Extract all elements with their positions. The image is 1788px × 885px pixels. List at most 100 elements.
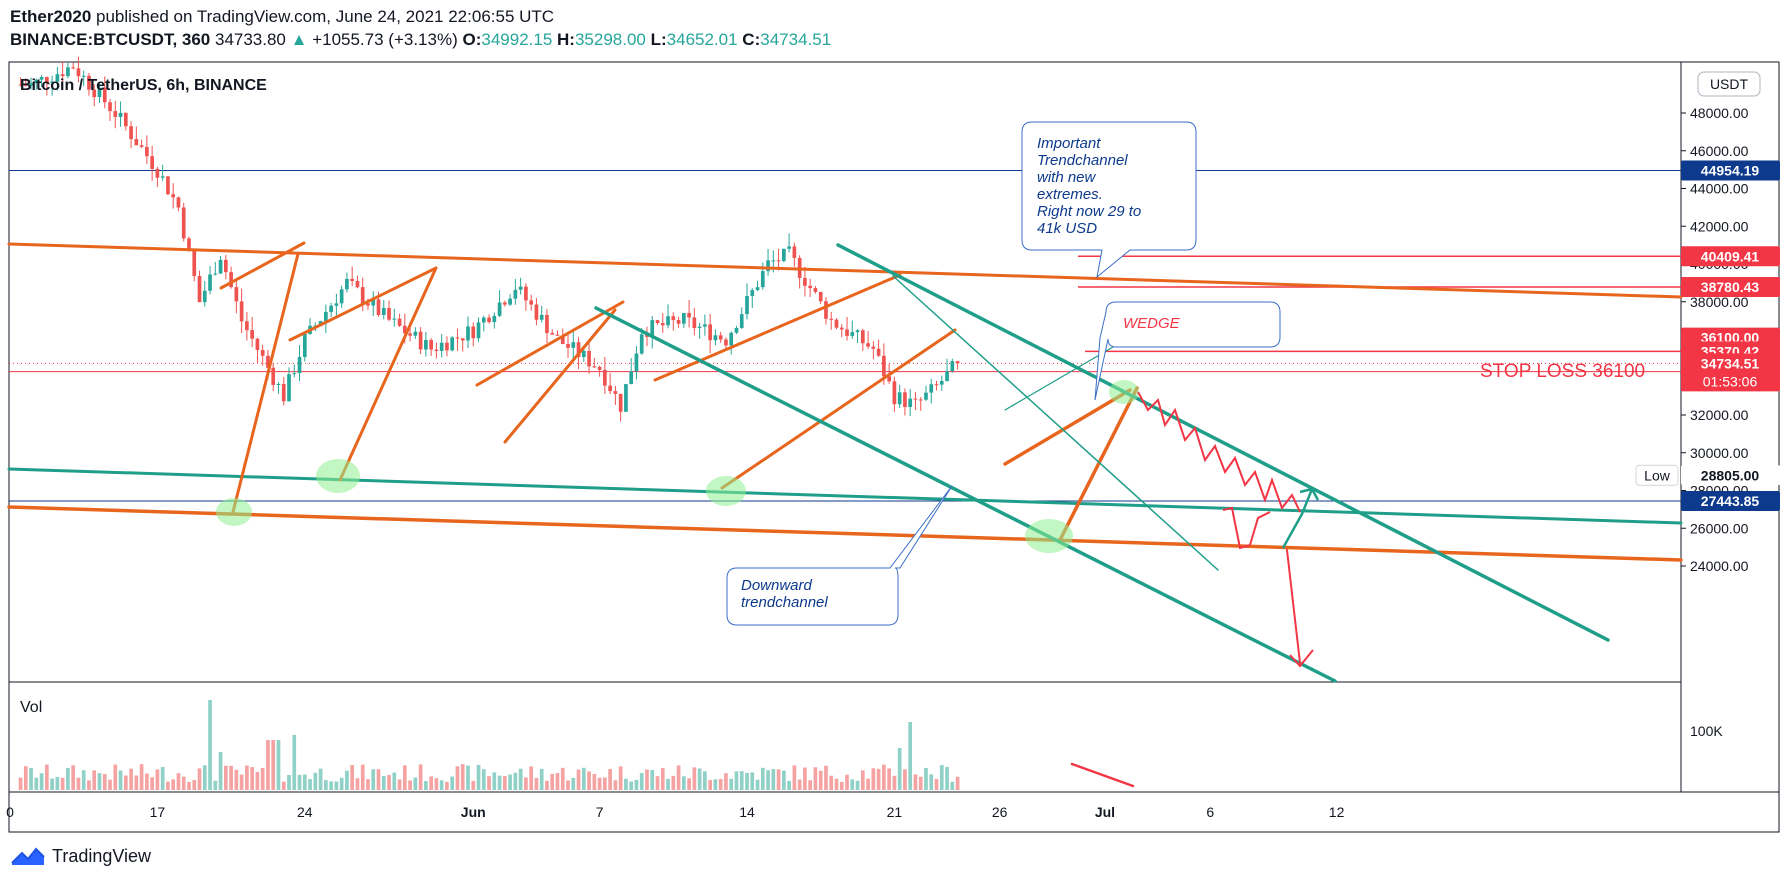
y-tick-label: 26000.00 (1690, 520, 1749, 536)
volume-bar (239, 774, 244, 790)
volume-bar (339, 777, 344, 790)
candle-body (345, 278, 349, 290)
volume-bar (676, 765, 681, 790)
pane-title: Bitcoin / TetherUS, 6h, BINANCE (20, 77, 267, 94)
candle-body (218, 259, 223, 274)
wedge-5-upper (1003, 388, 1132, 466)
x-tick-label: Jul (1095, 804, 1115, 820)
candle-body (376, 299, 381, 315)
volume-bar (171, 779, 176, 790)
volume-bar (371, 769, 376, 790)
y-tick-label: 30000.00 (1690, 445, 1749, 461)
volume-bar (624, 778, 628, 790)
candle-body (71, 67, 76, 69)
volume-bar (755, 779, 760, 790)
volume-bar (476, 764, 481, 790)
volume-bar (366, 779, 370, 790)
volume-bar (839, 781, 844, 790)
candle-body (681, 312, 686, 324)
low-value: 34652.01 (666, 30, 738, 49)
orange-upper-trendline (7, 242, 1683, 299)
candle-body (845, 329, 849, 336)
volume-bar (866, 778, 870, 790)
volume-bar (876, 768, 881, 790)
candle-body (87, 75, 91, 90)
volume-bar (113, 764, 118, 790)
volume-bar (660, 768, 665, 790)
candle-body (129, 126, 133, 140)
volume-bar (429, 776, 433, 790)
volume-bar (934, 778, 939, 790)
candle-body (34, 79, 39, 84)
candle-body (745, 295, 749, 315)
price-labels: 44954.1940409.4138780.4336100.0035370.42… (1635, 160, 1780, 511)
volume-bar (166, 781, 170, 790)
candle-body (187, 238, 191, 250)
candle-body (639, 334, 644, 354)
volume-bar (576, 769, 581, 790)
teal-support-trendline (7, 467, 1683, 525)
price-tag-text: 38780.43 (1701, 279, 1760, 295)
volume-bar (929, 774, 934, 790)
volume-bar (439, 780, 444, 790)
teal-channel-upper (836, 243, 1610, 642)
volume-bar (603, 777, 607, 790)
candle-body (755, 287, 760, 291)
volume-bar (176, 773, 181, 790)
candle-body (882, 355, 886, 377)
candle-body (855, 330, 860, 333)
volume-bar (871, 768, 876, 790)
volume-bar (134, 775, 139, 790)
published-text: published on TradingView.com, June 24, 2… (96, 7, 555, 26)
volume-bar (745, 772, 749, 790)
candle-body (860, 330, 865, 344)
red-forecast-zigzag (1137, 391, 1301, 513)
candle-body (324, 311, 328, 322)
candle-body (50, 81, 54, 84)
candle-body (381, 308, 386, 315)
teal-channel-lower (594, 306, 1337, 683)
volume-bar (460, 764, 465, 790)
callout-downward-text: trendchannel (741, 594, 828, 611)
volume-bar (245, 765, 249, 790)
volume-bar (829, 775, 834, 790)
candle-body (18, 84, 23, 86)
volume-bar (118, 770, 123, 790)
candle-body (445, 342, 449, 351)
volume-bar (350, 764, 355, 790)
author-name[interactable]: Ether2020 (10, 7, 92, 26)
x-tick-label: 12 (1329, 804, 1345, 820)
candle-body (929, 384, 934, 393)
candle-body (29, 83, 33, 86)
candle-body (176, 197, 181, 208)
volume-bar (855, 780, 860, 790)
candle-body (123, 112, 128, 127)
x-tick-label: Jun (461, 804, 486, 820)
time-axis[interactable]: 0 17 24 Jun 7 14 21 26 Jul 6 12 (6, 804, 1344, 820)
currency-button[interactable]: USDT (1697, 71, 1761, 97)
volume-bar (102, 774, 107, 790)
volume-bar (202, 765, 207, 790)
candle-body (339, 289, 344, 304)
candle-body (208, 274, 212, 291)
volume-bars (18, 700, 960, 790)
volume-bar (545, 780, 549, 790)
candle-body (934, 384, 939, 386)
symbol-line: BINANCE:BTCUSDT, 360 (10, 30, 211, 49)
footer-brand[interactable]: TradingView (52, 845, 152, 866)
volume-bar (302, 774, 307, 790)
wedge-3-upper (475, 300, 625, 387)
candle-body (839, 327, 844, 330)
volume-bar (445, 781, 449, 790)
volume-bar (792, 765, 797, 790)
highlight-circle (316, 459, 360, 493)
change-text: +1055.73 (+3.13%) (312, 30, 458, 49)
x-tick-label: 0 (6, 804, 14, 820)
callout-trendchannel-text: 41k USD (1037, 220, 1097, 237)
volume-bar (813, 767, 818, 790)
candle-body (239, 301, 244, 322)
volume-bar (413, 777, 418, 790)
volume-bar (850, 779, 855, 790)
candle-body (255, 338, 260, 350)
